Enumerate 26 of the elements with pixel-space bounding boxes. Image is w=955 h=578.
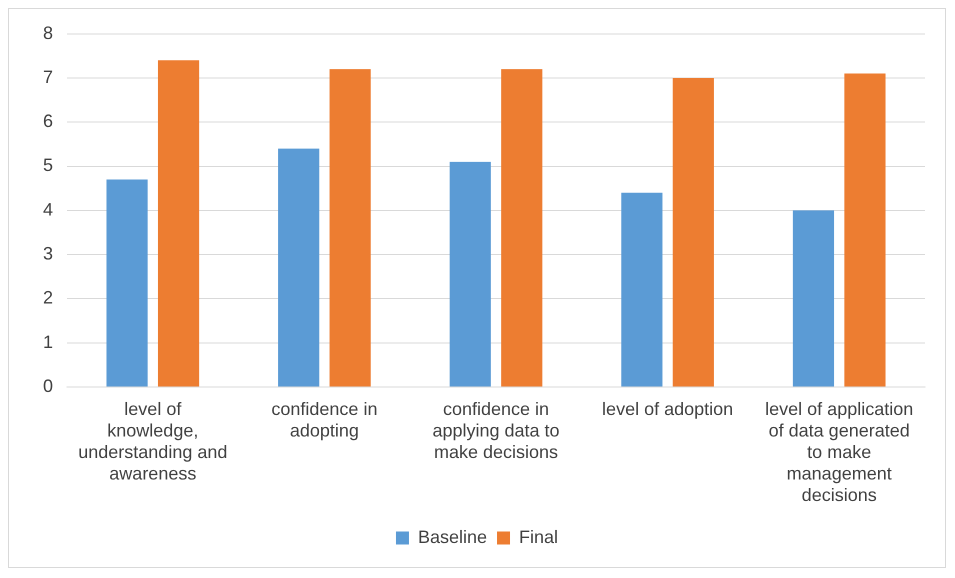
y-tick-label: 4 [42, 199, 54, 220]
legend-label: Baseline [418, 526, 488, 547]
y-tick-label: 1 [42, 332, 54, 352]
legend-label: Final [519, 526, 558, 547]
bar [450, 162, 491, 386]
y-tick-label: 6 [42, 111, 54, 132]
x-tick-label: confidence in adopting [271, 398, 378, 440]
bar [158, 60, 200, 386]
x-tick-label: level of knowledge, understanding and awareness [78, 398, 228, 484]
x-tick-label: confidence in applying data to make decisions [432, 398, 560, 462]
y-tick-label: 8 [42, 22, 54, 43]
y-tick-label: 7 [42, 66, 54, 87]
bar [621, 192, 662, 386]
y-tick-label: 0 [42, 376, 54, 396]
bar [501, 69, 542, 386]
bar [330, 69, 371, 386]
bar [278, 148, 320, 386]
y-tick-label: 2 [42, 288, 54, 308]
bar [106, 179, 148, 386]
y-tick-label: 3 [42, 244, 54, 264]
bar [672, 78, 714, 386]
bar [792, 210, 834, 386]
y-tick-label: 5 [42, 155, 54, 176]
x-tick-label: level of application of data generated to make management decisions [765, 398, 914, 506]
x-tick-label: level of adoption [602, 398, 734, 419]
bar [844, 74, 886, 386]
